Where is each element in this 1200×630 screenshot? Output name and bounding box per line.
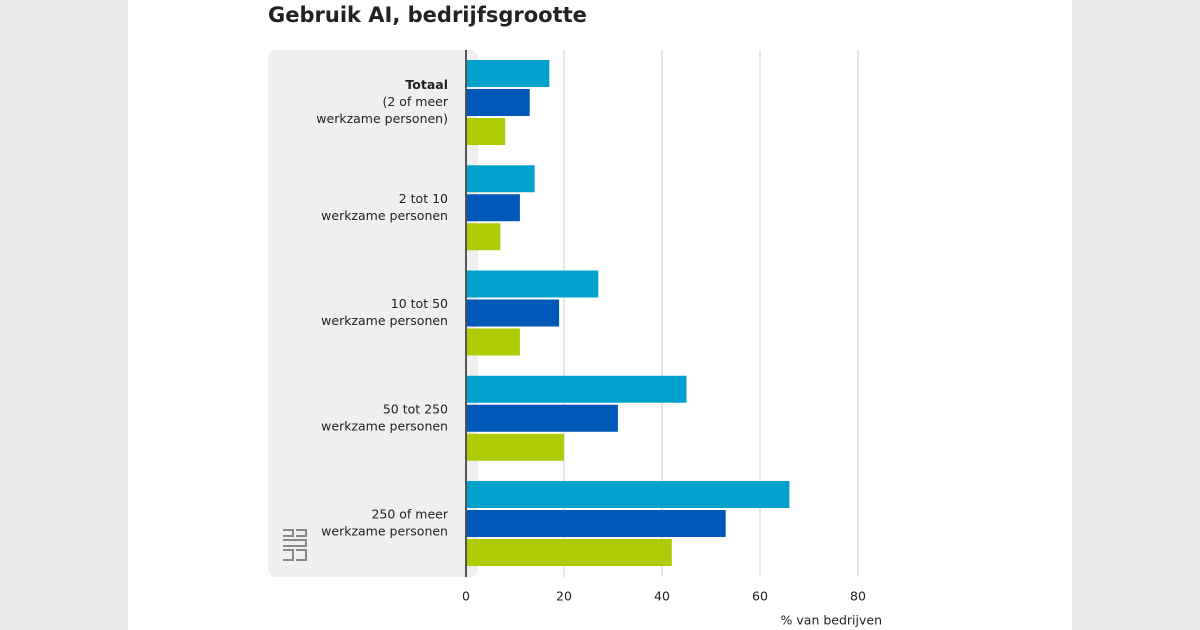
bar	[466, 510, 726, 537]
y-tick-label: Totaal	[405, 77, 448, 92]
bar	[466, 165, 535, 193]
x-axis-label: % van bedrijven	[781, 613, 882, 628]
x-tick-label: 40	[654, 589, 670, 604]
y-tick-label: werkzame personen	[321, 418, 448, 433]
y-tick-label: 10 tot 50	[391, 296, 448, 311]
x-tick-label: 0	[462, 589, 470, 604]
y-tick-label: werkzame personen)	[316, 111, 448, 126]
bar	[466, 223, 501, 251]
bar	[466, 89, 530, 116]
bar	[466, 375, 687, 403]
x-tick-label: 60	[752, 589, 768, 604]
bar	[466, 60, 550, 87]
y-tick-label: 50 tot 250	[383, 401, 448, 416]
bar	[466, 299, 560, 327]
y-tick-label: werkzame personen	[321, 208, 448, 223]
bar	[466, 270, 599, 298]
bar	[466, 404, 618, 432]
y-tick-label: werkzame personen	[321, 313, 448, 328]
bar	[466, 433, 564, 461]
chart-title: Gebruik AI, bedrijfsgrootte	[268, 3, 587, 27]
x-tick-label: 20	[556, 589, 572, 604]
bar	[466, 539, 672, 566]
y-tick-label: werkzame personen	[321, 524, 448, 539]
label-panel	[268, 50, 478, 577]
x-tick-label: 80	[850, 589, 866, 604]
bar	[466, 194, 520, 222]
logo	[283, 529, 307, 561]
bar	[466, 481, 790, 508]
y-tick-label: (2 of meer	[382, 94, 448, 109]
y-tick-label: 250 of meer	[371, 507, 448, 522]
y-tick-label: 2 tot 10	[399, 191, 448, 206]
bar	[466, 118, 506, 145]
bar	[466, 328, 520, 356]
